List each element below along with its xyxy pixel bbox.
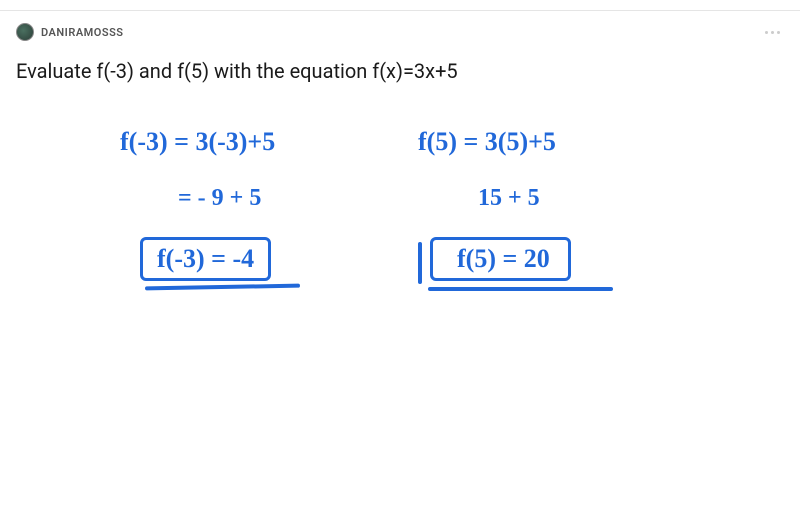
work-a-step1: f(-3) = 3(-3)+5 [120,127,275,157]
answer-a-underline [145,284,300,291]
user-info[interactable]: DANIRAMOSSS [16,23,124,41]
dot-icon [765,31,768,34]
more-options-button[interactable] [761,27,784,38]
dot-icon [777,31,780,34]
stray-stroke [418,242,422,284]
post-header: DANIRAMOSSS [0,11,800,49]
question-text: Evaluate f(-3) and f(5) with the equatio… [0,49,800,107]
answer-b-underline [428,287,613,291]
work-b-step1: f(5) = 3(5)+5 [418,127,556,157]
username: DANIRAMOSSS [41,26,124,39]
whiteboard: f(-3) = 3(-3)+5 = - 9 + 5 f(-3) = -4 f(5… [0,107,800,477]
work-b-answer: f(5) = 20 [430,237,571,281]
avatar [16,23,34,41]
work-a-answer: f(-3) = -4 [140,237,271,281]
dot-icon [771,31,774,34]
work-b-step2: 15 + 5 [478,185,540,212]
work-a-step2: = - 9 + 5 [178,185,261,212]
